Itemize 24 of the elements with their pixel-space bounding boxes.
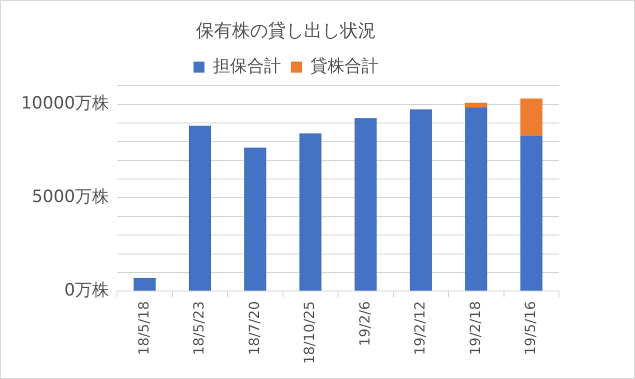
x-tick-label: 19/5/16: [523, 301, 540, 356]
x-tick-label: 19/2/18: [468, 301, 484, 356]
bar: [410, 109, 432, 291]
y-tick-label: 10000万株: [20, 94, 110, 114]
legend-label: 担保合計: [213, 56, 281, 77]
y-tick-label: 0万株: [64, 280, 110, 301]
x-tick-label: 18/5/18: [136, 301, 152, 356]
chart-title: 保有株の貸し出し状況: [196, 20, 376, 42]
bar: [465, 102, 488, 108]
bar: [244, 148, 266, 291]
x-tick-label: 18/10/25: [302, 301, 318, 364]
bar: [354, 118, 377, 291]
y-tick-label: 5000万株: [32, 187, 110, 208]
legend-label: 貸株合計: [310, 56, 378, 77]
x-tick-label: 18/5/23: [192, 301, 208, 356]
bar: [520, 98, 542, 136]
bar: [134, 278, 156, 291]
bar: [188, 126, 211, 291]
bar: [299, 133, 322, 291]
bar: [465, 107, 488, 291]
x-tick-label: 19/2/6: [357, 301, 374, 346]
bar: [520, 136, 542, 291]
x-tick-label: 18/7/20: [246, 301, 263, 356]
x-tick-label: 19/2/12: [412, 301, 429, 356]
